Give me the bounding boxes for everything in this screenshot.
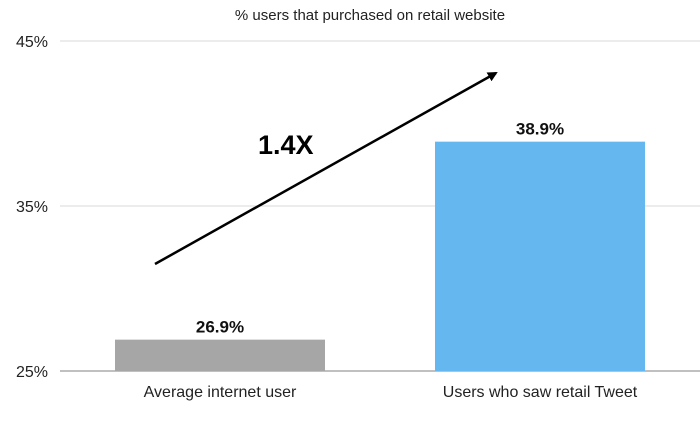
y-tick-label: 45% <box>16 34 48 51</box>
growth-arrow <box>154 71 498 266</box>
x-category-label: Users who saw retail Tweet <box>443 384 638 401</box>
growth-annotation: 1.4X <box>258 130 314 160</box>
x-axis-categories: Average internet user Users who saw retai… <box>144 384 638 401</box>
y-tick-label: 25% <box>16 364 48 381</box>
y-tick-label: 35% <box>16 199 48 216</box>
chart-title: % users that purchased on retail website <box>235 7 505 24</box>
bar-2 <box>435 141 645 371</box>
value-labels: 26.9% 38.9% <box>196 120 564 337</box>
bar-value-label: 26.9% <box>196 318 244 337</box>
bar-1 <box>115 339 325 371</box>
x-category-label: Average internet user <box>144 384 297 401</box>
bar-value-label: 38.9% <box>516 120 564 139</box>
y-axis-ticks: 25% 35% 45% <box>16 34 48 381</box>
bars <box>115 141 645 371</box>
